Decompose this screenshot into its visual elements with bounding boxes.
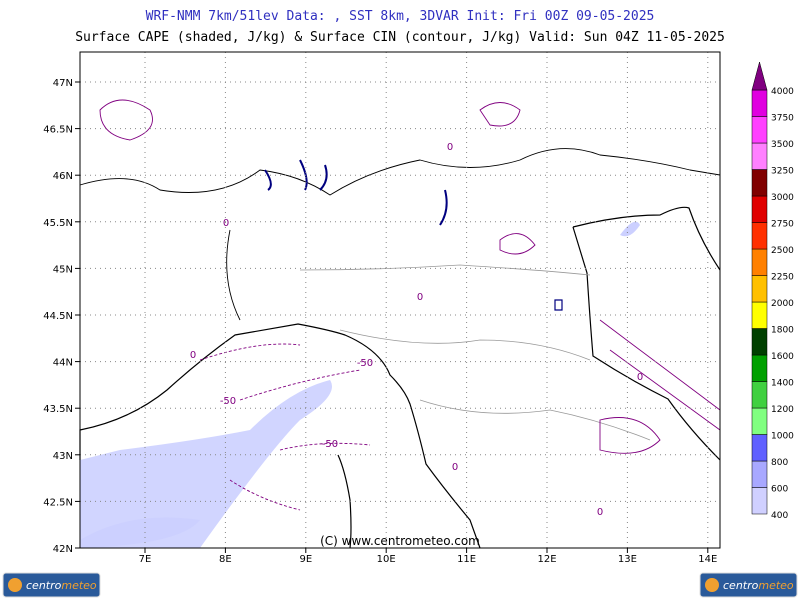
contour-label: 0 — [447, 142, 453, 153]
colorbar-box — [751, 89, 768, 117]
lat-label: 42N — [53, 544, 73, 555]
lat-label: 46N — [53, 171, 73, 182]
colorbar-box — [751, 460, 768, 488]
cape-area — [80, 380, 332, 548]
lon-label: 13E — [618, 554, 637, 565]
colorbar-label: 2000 — [771, 299, 794, 309]
colorbar-box — [751, 487, 768, 515]
coastline — [572, 226, 721, 461]
colorbar-box — [751, 275, 768, 303]
colorbar-label: 2250 — [771, 273, 794, 283]
contour-label: -50 — [357, 358, 373, 369]
logo-text: centrometeo — [26, 579, 97, 592]
lat-label: 43.5N — [43, 404, 73, 415]
lon-label: 7E — [139, 554, 152, 565]
copyright: (C) www.centrometeo.com — [320, 534, 480, 548]
lagoon — [554, 299, 563, 311]
lat-label: 44N — [53, 358, 73, 369]
border — [79, 148, 721, 196]
colorbar-label: 1600 — [771, 352, 794, 362]
lat-label: 44.5N — [43, 311, 73, 322]
colorbar-box — [751, 354, 768, 382]
colorbar-box — [751, 195, 768, 223]
colorbar-label: 2500 — [771, 246, 794, 256]
lat-label: 45N — [53, 264, 73, 275]
logo — [2, 572, 101, 598]
coastline — [572, 206, 721, 271]
colorbar-box — [751, 142, 768, 170]
colorbar-box — [751, 301, 768, 329]
contour-label: 0 — [417, 292, 423, 303]
colorbar-label: 400 — [771, 511, 788, 521]
lon-label: 8E — [219, 554, 232, 565]
contour-label: 0 — [223, 218, 229, 229]
colorbar-box — [751, 381, 768, 409]
cape-area — [80, 517, 200, 548]
map-frame — [79, 51, 721, 549]
map — [79, 52, 721, 549]
logo-icon — [8, 578, 22, 592]
contour-label: 0 — [637, 372, 643, 383]
lat-label: 46.5N — [43, 125, 73, 136]
colorbar-top — [751, 61, 768, 91]
title: WRF-NMM 7km/51lev Data: , SST 8km, 3DVAR… — [146, 9, 655, 24]
colorbar-box — [751, 222, 768, 250]
lat-label: 47N — [53, 78, 73, 89]
lon-label: 9E — [299, 554, 312, 565]
colorbar-label: 3250 — [771, 167, 794, 177]
lat-label: 42.5N — [43, 497, 73, 508]
cin-contour — [199, 343, 371, 511]
colorbar-label: 1800 — [771, 326, 794, 336]
colorbar-label: 1200 — [771, 405, 794, 415]
logo-text-part: centro — [26, 579, 62, 592]
coastline — [79, 323, 481, 549]
lon-label: 14E — [698, 554, 717, 565]
colorbar-label: 4000 — [771, 87, 794, 97]
colorbar-label: 2750 — [771, 220, 794, 230]
lon-label: 11E — [457, 554, 476, 565]
logo-text: centrometeo — [723, 579, 794, 592]
lat-label: 43N — [53, 451, 73, 462]
colorbar-label: 1400 — [771, 379, 794, 389]
cin-contour — [99, 99, 661, 454]
colorbar-label: 1000 — [771, 432, 794, 442]
lat-label: 45.5N — [43, 218, 73, 229]
colorbar-box — [751, 116, 768, 144]
region-border — [299, 264, 651, 441]
colorbar-label: 3000 — [771, 193, 794, 203]
contour-label: 0 — [597, 507, 603, 518]
cin-contour — [599, 319, 721, 431]
logo — [699, 572, 798, 598]
colorbar-box — [751, 407, 768, 435]
colorbar-box — [751, 248, 768, 276]
logo-text-part: centro — [723, 579, 759, 592]
colorbar-label: 3500 — [771, 140, 794, 150]
cape-area — [620, 221, 640, 237]
coastline — [337, 454, 352, 549]
colorbar-label: 600 — [771, 485, 788, 495]
logo-icon — [705, 578, 719, 592]
contour-label: -50 — [220, 396, 236, 407]
colorbar-box — [751, 434, 768, 462]
subtitle: Surface CAPE (shaded, J/kg) & Surface CI… — [75, 30, 725, 45]
colorbar-box — [751, 328, 768, 356]
contour-label: 0 — [452, 462, 458, 473]
contour-label: -50 — [322, 439, 338, 450]
border — [226, 229, 241, 321]
lon-label: 10E — [377, 554, 396, 565]
logo-text-part: meteo — [61, 579, 97, 592]
lon-label: 12E — [537, 554, 556, 565]
colorbar-label: 800 — [771, 458, 788, 468]
contour-label: 0 — [190, 350, 196, 361]
colorbar-label: 3750 — [771, 114, 794, 124]
logo-text-part: meteo — [758, 579, 794, 592]
colorbar-box — [751, 169, 768, 197]
